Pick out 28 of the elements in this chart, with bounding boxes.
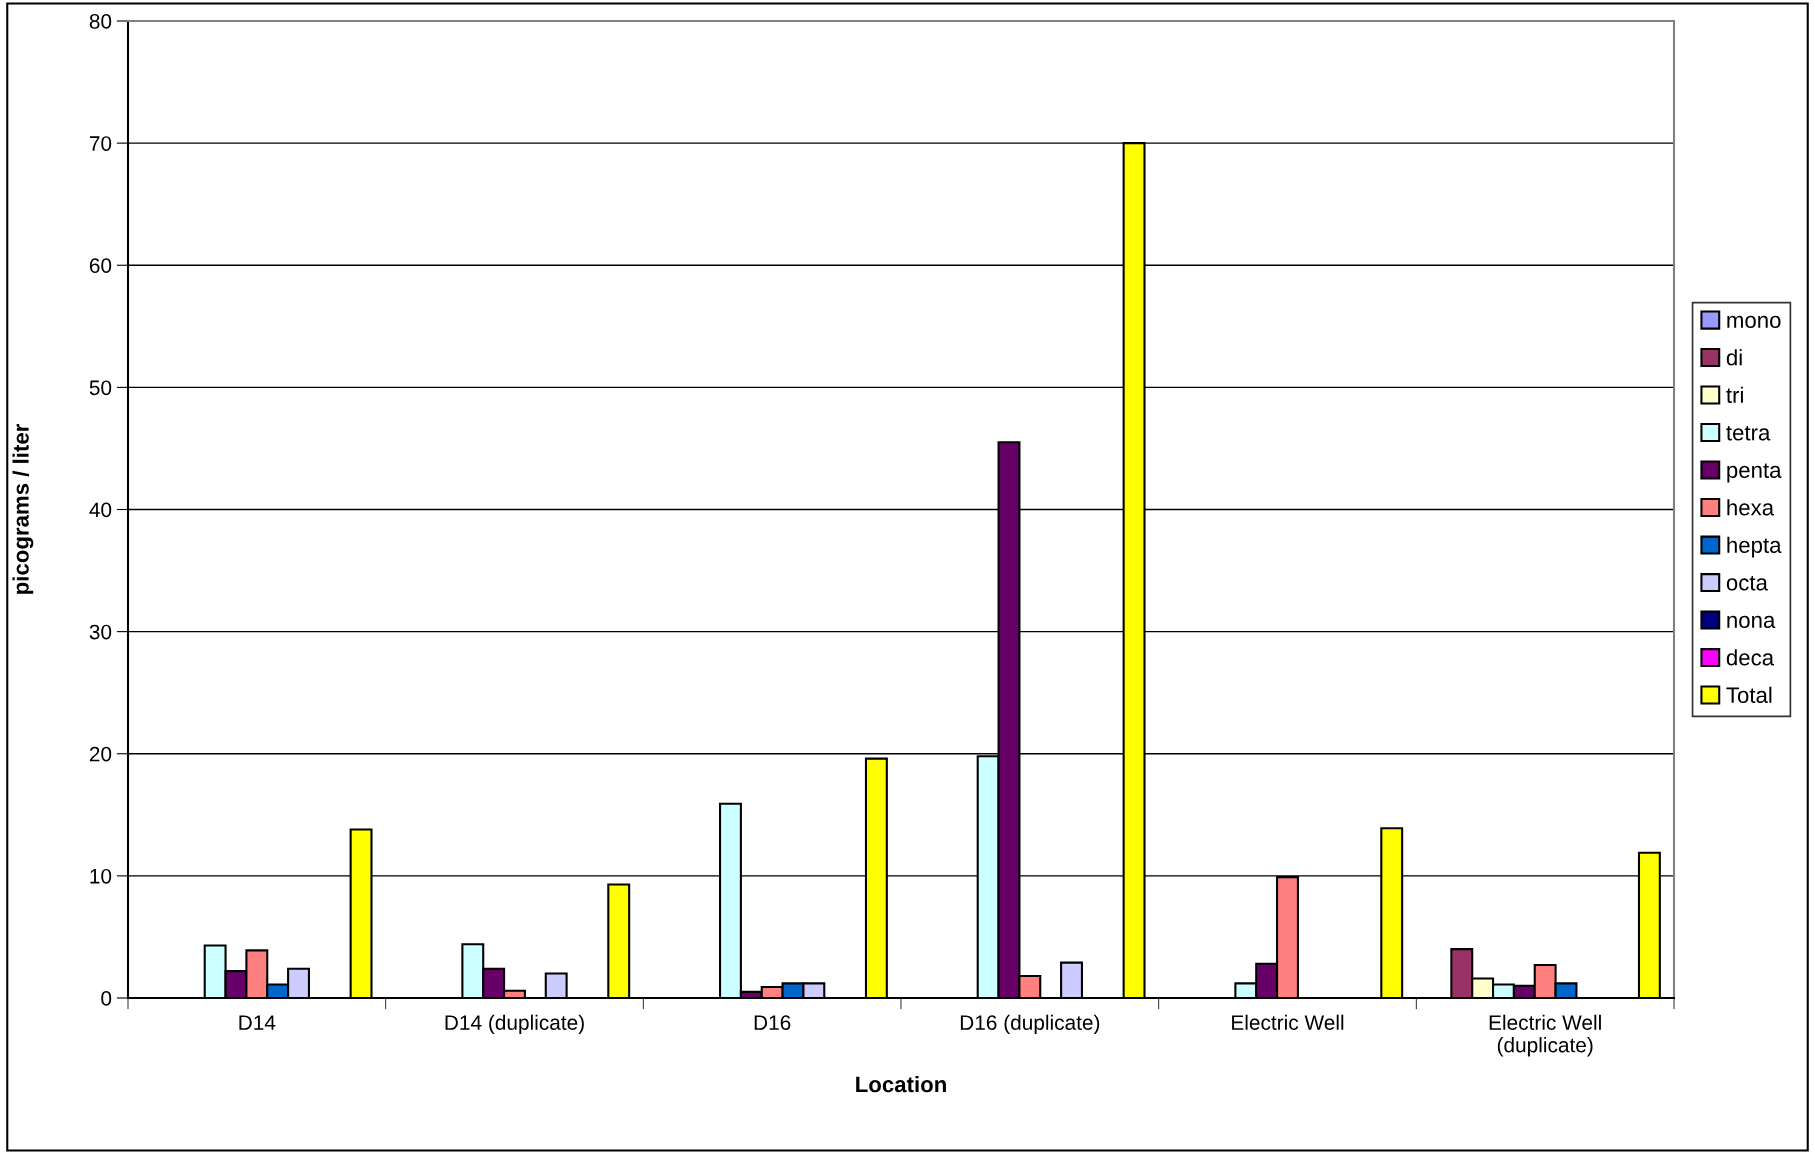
- legend-label: nona: [1727, 615, 1776, 629]
- y-tick-label: 20: [89, 746, 112, 762]
- legend-label: penta: [1727, 463, 1782, 483]
- legend-label: di: [1726, 349, 1742, 366]
- x-axis-title: Location: [856, 1075, 946, 1093]
- y-tick-label: 40: [89, 502, 112, 518]
- legend-label: deca: [1726, 649, 1775, 666]
- y-tick-label: 30: [89, 624, 112, 640]
- y-tick-label: 10: [90, 868, 112, 884]
- x-tick-label: Electric Well (duplicate): [1489, 1014, 1601, 1057]
- y-tick-label: 0: [101, 991, 112, 1006]
- legend-label: hepta: [1727, 536, 1782, 558]
- y-tick-label: 80: [89, 14, 112, 29]
- legend-label: mono: [1727, 315, 1781, 329]
- y-axis-title: picograms / liter: [12, 424, 34, 594]
- y-tick-label: 50: [89, 380, 112, 396]
- legend-label: tri: [1726, 386, 1743, 403]
- x-tick-label: D14 (duplicate): [445, 1014, 584, 1035]
- x-tick-label: D14: [239, 1015, 276, 1030]
- x-tick-label: D16: [754, 1015, 791, 1030]
- legend-label: tetra: [1726, 425, 1771, 441]
- y-tick-label: 70: [89, 136, 112, 151]
- y-tick-label: 60: [89, 258, 112, 273]
- legend-label: Total: [1726, 686, 1772, 704]
- x-tick-label: Electric Well: [1232, 1014, 1344, 1030]
- x-tick-label: D16 (duplicate): [960, 1014, 1100, 1035]
- legend-label: hexa: [1727, 499, 1775, 516]
- legend-label: octa: [1726, 575, 1768, 591]
